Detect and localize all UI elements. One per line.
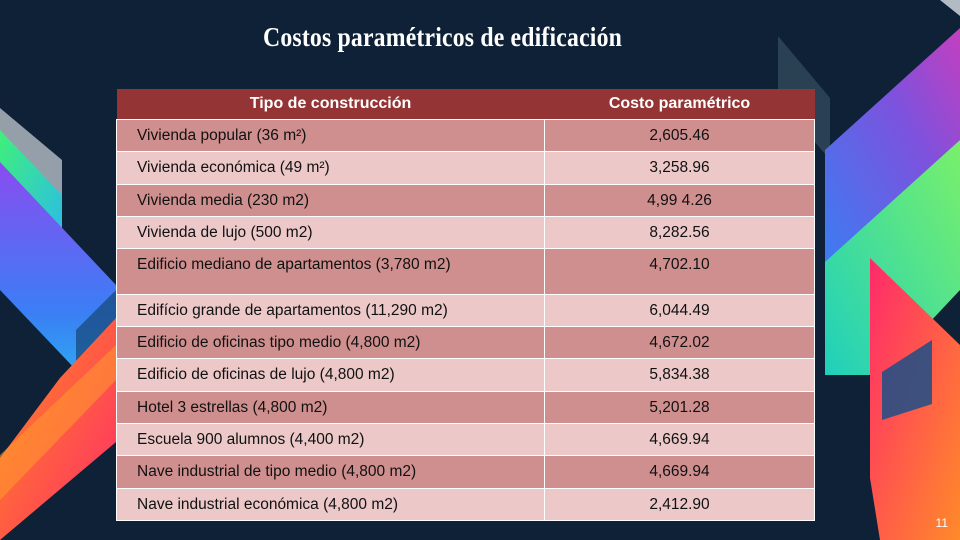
cell-tipo: Edificio de oficinas tipo medio (4,800 m… — [116, 326, 545, 360]
cell-tipo: Edificio de oficinas de lujo (4,800 m2) — [116, 358, 545, 392]
cell-costo: 4,669.94 — [544, 455, 815, 489]
column-header-costo: Costo paramétrico — [544, 89, 815, 120]
cell-costo: 8,282.56 — [544, 215, 815, 250]
table-row: Hotel 3 estrellas (4,800 m2) 5,201.28 — [116, 390, 815, 424]
cell-tipo: Vivienda económica (49 m²) — [116, 151, 545, 185]
cell-tipo: Vivienda popular (36 m²) — [116, 118, 545, 153]
cell-tipo: Nave industrial de tipo medio (4,800 m2) — [116, 455, 545, 489]
cell-tipo: Escuela 900 alumnos (4,400 m2) — [116, 422, 545, 457]
cell-costo: 6,044.49 — [544, 293, 815, 328]
table-row: Edificio mediano de apartamentos (3,780 … — [116, 248, 815, 295]
page-number: 11 — [935, 516, 948, 530]
cell-costo: 3,258.96 — [544, 151, 815, 185]
cell-tipo: Vivienda de lujo (500 m2) — [116, 215, 545, 250]
column-header-tipo: Tipo de construcción — [116, 89, 545, 120]
table-header-row: Tipo de construcción Costo paramétrico — [116, 89, 815, 120]
cell-costo: 2,605.46 — [544, 118, 815, 153]
table-row: Vivienda popular (36 m²) 2,605.46 — [116, 118, 815, 153]
table-row: Nave industrial de tipo medio (4,800 m2)… — [116, 455, 815, 489]
cell-costo: 5,201.28 — [544, 390, 815, 424]
cell-costo: 4,669.94 — [544, 422, 815, 457]
table-row: Edifício grande de apartamentos (11,290 … — [116, 293, 815, 328]
table-row: Vivienda media (230 m2) 4,99 4.26 — [116, 183, 815, 217]
table-row: Nave industrial económica (4,800 m2) 2,4… — [116, 487, 815, 522]
slide-title: Costos paramétricos de edificación — [263, 22, 623, 52]
table-row: Escuela 900 alumnos (4,400 m2) 4,669.94 — [116, 422, 815, 457]
table-row: Edificio de oficinas de lujo (4,800 m2) … — [116, 358, 815, 392]
cell-costo: 4,99 4.26 — [544, 183, 815, 217]
cell-costo: 4,702.10 — [544, 248, 815, 295]
cell-tipo: Vivienda media (230 m2) — [116, 183, 545, 217]
cell-costo: 5,834.38 — [544, 358, 815, 392]
cell-tipo: Hotel 3 estrellas (4,800 m2) — [116, 390, 545, 424]
cell-tipo: Edificio mediano de apartamentos (3,780 … — [116, 248, 545, 295]
cell-tipo: Edifício grande de apartamentos (11,290 … — [116, 293, 545, 328]
table-row: Vivienda económica (49 m²) 3,258.96 — [116, 151, 815, 185]
table-row: Edificio de oficinas tipo medio (4,800 m… — [116, 326, 815, 360]
parametric-costs-table: Tipo de construcción Costo paramétrico V… — [116, 89, 815, 522]
cell-costo: 4,672.02 — [544, 326, 815, 360]
cell-tipo: Nave industrial económica (4,800 m2) — [116, 487, 545, 522]
cell-costo: 2,412.90 — [544, 487, 815, 522]
table-row: Vivienda de lujo (500 m2) 8,282.56 — [116, 215, 815, 250]
